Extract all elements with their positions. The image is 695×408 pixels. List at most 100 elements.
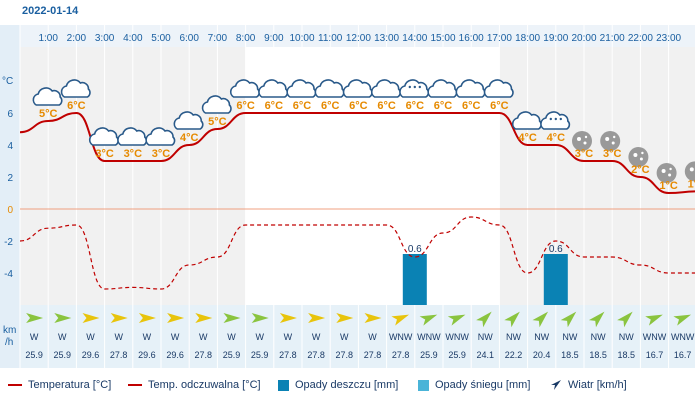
temperature-label: 3°C — [95, 148, 114, 160]
wind-speed: 27.8 — [195, 350, 213, 360]
wind-direction: W — [340, 332, 349, 342]
legend-snow-label: Opady śniegu [mm] — [435, 379, 531, 391]
rain-bar — [402, 254, 427, 305]
wind-speed: 27.8 — [336, 350, 354, 360]
wind-arrow-shape — [308, 313, 326, 323]
moon-crater — [605, 137, 610, 141]
wind-arrow-icon — [476, 311, 492, 328]
wind-arrow-shape — [279, 313, 297, 323]
wind-direction: WNW — [643, 332, 667, 342]
temperature-label: 6°C — [462, 100, 481, 112]
moon-shape — [572, 131, 592, 151]
wind-unit-bottom: /h — [5, 337, 13, 348]
moon-crater — [639, 157, 643, 161]
axis-panel — [0, 25, 20, 305]
wind-arrow-shape — [167, 313, 185, 323]
wind-direction: W — [171, 332, 180, 342]
moon-crater — [661, 169, 666, 173]
moon-crater — [669, 167, 672, 171]
cloud-rain-icon — [540, 111, 571, 130]
cloud-shape — [173, 111, 204, 130]
wind-axis-panel — [0, 305, 20, 368]
wind-arrow-shape — [532, 311, 549, 328]
moon-crater — [633, 153, 638, 157]
chart-legend: Temperatura [°C] Temp. odczuwalna [°C] O… — [0, 372, 695, 408]
hour-label: 6:00 — [179, 33, 199, 44]
temperature-label: 5°C — [39, 108, 58, 120]
wind-direction: NW — [534, 332, 549, 342]
wind-speed: 22.2 — [505, 350, 523, 360]
wind-direction: WNW — [389, 332, 413, 342]
cloud-icon — [145, 127, 176, 146]
wind-arrow-icon — [419, 314, 438, 326]
wind-arrow-icon — [223, 313, 241, 323]
moon-crater — [584, 135, 588, 139]
moon-shape — [684, 161, 695, 182]
wind-arrow-shape — [476, 311, 492, 328]
hour-label: 18:00 — [515, 33, 540, 44]
moon-shape — [656, 163, 677, 183]
wind-direction: NW — [506, 332, 521, 342]
y-axis-tick: 6 — [7, 109, 13, 120]
wind-arrow-icon — [551, 380, 561, 390]
hour-label: 14:00 — [402, 33, 427, 44]
rain-drop — [554, 117, 557, 121]
wind-direction: W — [227, 332, 236, 342]
wind-direction: W — [30, 332, 39, 342]
forecast-date: 2022-01-14 — [22, 5, 79, 17]
legend-wind-label: Wiatr [km/h] — [568, 379, 627, 391]
wind-speed: 29.6 — [166, 350, 184, 360]
wind-speed: 27.8 — [279, 350, 297, 360]
wind-direction: WNW — [445, 332, 469, 342]
wind-direction: W — [312, 332, 321, 342]
rain-bar — [543, 254, 568, 305]
wind-arrow-shape — [588, 311, 605, 328]
rain-bar-label: 0.6 — [408, 244, 422, 255]
wind-arrow-icon — [617, 311, 633, 328]
feels-like-line — [19, 216, 695, 290]
temperature-label: 6°C — [321, 100, 340, 112]
wind-arrow-shape — [195, 313, 213, 323]
hour-label: 16:00 — [459, 33, 484, 44]
wind-speed: 18.5 — [589, 350, 607, 360]
hour-label: 1:00 — [38, 33, 58, 44]
y-axis-tick: -4 — [4, 269, 13, 280]
wind-arrow-icon — [532, 311, 549, 328]
wind-arrow-shape — [26, 313, 44, 323]
hour-label: 3:00 — [95, 33, 115, 44]
wind-speed: 25.9 — [54, 350, 72, 360]
wind-arrow-icon — [391, 314, 410, 326]
hour-label: 21:00 — [600, 33, 625, 44]
wind-arrow-icon — [251, 313, 269, 323]
wind-speed: 29.6 — [82, 350, 100, 360]
legend-rain-swatch — [278, 379, 289, 391]
legend-wind: Wiatr [km/h] — [550, 379, 627, 391]
moon-cloud-icon — [628, 147, 649, 167]
wind-arrow-shape — [251, 313, 269, 323]
wind-arrow-shape — [223, 313, 241, 323]
wind-speed: 27.8 — [307, 350, 325, 360]
wind-arrow-icon — [336, 313, 354, 323]
cloud-shape — [60, 79, 91, 98]
wind-arrow-icon — [110, 313, 128, 323]
legend-feels-like-swatch — [128, 384, 142, 386]
wind-arrow-icon — [195, 313, 213, 323]
wind-direction: W — [368, 332, 377, 342]
wind-speed: 25.9 — [448, 350, 466, 360]
temperature-label: 4°C — [547, 132, 566, 144]
temperature-label: 1°C — [659, 180, 678, 192]
rain-drop — [408, 85, 411, 89]
moon-cloud-icon — [656, 163, 677, 183]
hour-label: 7:00 — [208, 33, 228, 44]
wind-arrow-icon — [560, 311, 577, 328]
hour-column — [189, 47, 218, 305]
wind-speed: 16.7 — [674, 350, 692, 360]
hour-label: 22:00 — [628, 33, 653, 44]
cloud-icon — [173, 111, 204, 130]
wind-arrow-icon — [279, 313, 297, 323]
hour-label: 13:00 — [374, 33, 399, 44]
wind-arrow-icon — [588, 311, 605, 328]
cloud-shape — [201, 95, 232, 114]
moon-crater — [641, 151, 644, 155]
hour-label: 20:00 — [571, 33, 596, 44]
